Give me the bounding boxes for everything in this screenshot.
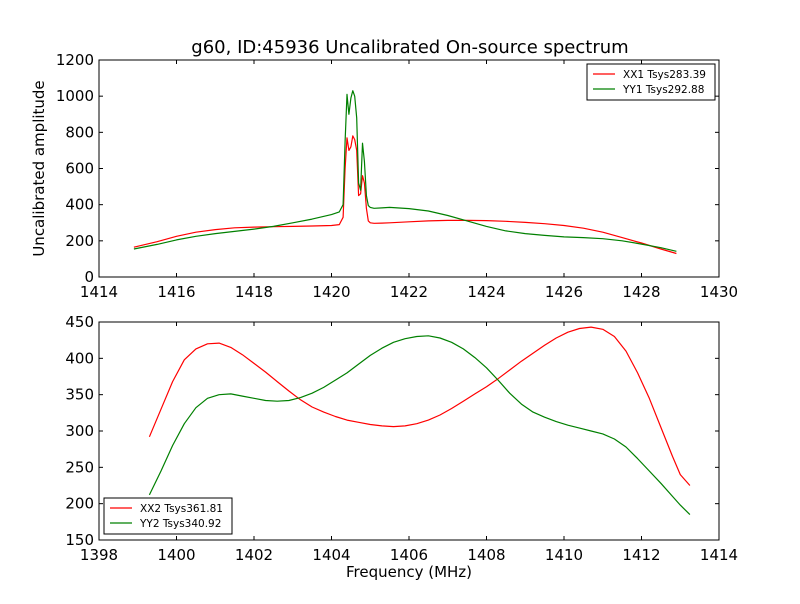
x-tick-label: 1412 xyxy=(622,546,660,564)
x-tick-label: 1398 xyxy=(80,546,118,564)
x-tick-label: 1414 xyxy=(700,546,738,564)
series-line-2-2 xyxy=(148,335,691,516)
x-tick-label: 1414 xyxy=(80,283,118,301)
y-axis-label: Uncalibrated amplitude xyxy=(30,80,48,256)
y-tick-label: 450 xyxy=(65,313,94,331)
x-tick-label: 1418 xyxy=(235,283,273,301)
x-tick-label: 1406 xyxy=(390,546,428,564)
y-tick-label: 150 xyxy=(65,531,94,549)
x-axis-label: Frequency (MHz) xyxy=(346,563,472,581)
y-tick-label: 200 xyxy=(65,232,94,250)
x-tick-label: 1424 xyxy=(467,283,505,301)
plots-group: 1414 1416 1418 1420 1422 1424 1426 1428 1430 0 200… xyxy=(30,51,738,581)
y-tick-label: 800 xyxy=(65,123,94,141)
legend: XX1 Tsys283.39 YY1 Tsys292.88 xyxy=(586,63,716,101)
legend-box xyxy=(586,63,716,101)
legend-label: XX2 Tsys361.81 xyxy=(140,503,223,515)
y-tick-label: 600 xyxy=(65,160,94,178)
y-tick-label: 350 xyxy=(65,386,94,404)
x-tick-label: 1420 xyxy=(312,283,350,301)
x-tick-label: 1422 xyxy=(390,283,428,301)
x-tick-label: 1428 xyxy=(622,283,660,301)
series-line-1-2 xyxy=(133,90,677,252)
x-tick-label: 1408 xyxy=(467,546,505,564)
y-tick-label: 200 xyxy=(65,495,94,513)
x-tick-label: 1400 xyxy=(157,546,195,564)
x-tick-label: 1426 xyxy=(545,283,583,301)
series-line-2-1 xyxy=(148,326,691,486)
legend-box xyxy=(103,497,233,535)
legend-label: YY1 Tsys292.88 xyxy=(622,84,704,96)
subplot-1: 1414 1416 1418 1420 1422 1424 1426 1428 1430 0 200… xyxy=(30,51,738,301)
series-line-1-1 xyxy=(133,135,677,255)
x-tick-label: 1416 xyxy=(157,283,195,301)
legend-label: XX1 Tsys283.39 xyxy=(623,69,706,81)
legend-label: YY2 Tsys340.92 xyxy=(139,518,221,530)
y-tick-label: 250 xyxy=(65,458,94,476)
y-tick-label: 1200 xyxy=(56,51,94,69)
y-tick-label: 0 xyxy=(84,268,94,286)
x-tick-label: 1410 xyxy=(545,546,583,564)
y-tick-label: 400 xyxy=(65,196,94,214)
x-tick-label: 1430 xyxy=(700,283,738,301)
y-tick-label: 300 xyxy=(65,422,94,440)
legend: XX2 Tsys361.81 YY2 Tsys340.92 xyxy=(103,497,233,535)
y-tick-label: 1000 xyxy=(56,87,94,105)
y-tick-label: 400 xyxy=(65,349,94,367)
x-tick-label: 1402 xyxy=(235,546,273,564)
x-tick-label: 1404 xyxy=(312,546,350,564)
chart-title: g60, ID:45936 Uncalibrated On-source spe… xyxy=(191,37,628,58)
subplot-2: 1398 1400 1402 1404 1406 1408 1410 1412 1414 150 2… xyxy=(65,313,738,581)
